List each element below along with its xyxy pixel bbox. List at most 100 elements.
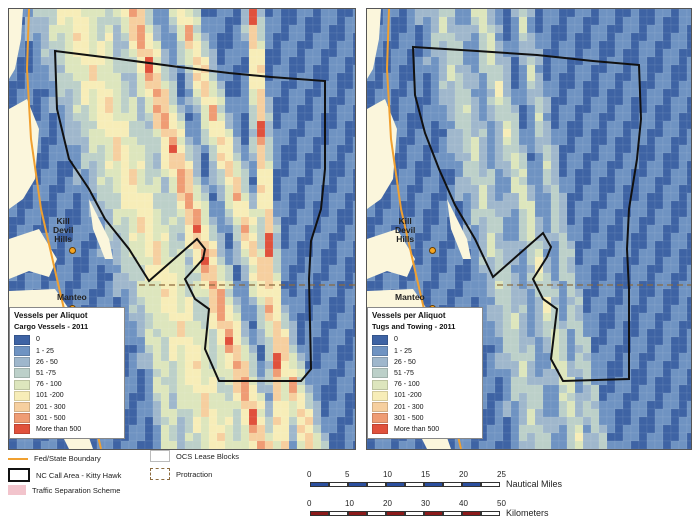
grid-cell [438, 64, 448, 74]
grid-cell [128, 144, 138, 154]
grid-cell [678, 360, 688, 370]
grid-cell [184, 136, 194, 146]
grid-cell [144, 256, 154, 266]
grid-cell [352, 160, 355, 170]
map-panel-tugs[interactable]: Kill Devil Hills Manteo Vessels per Aliq… [366, 8, 692, 450]
grid-cell [590, 232, 600, 242]
legend-label: 1 - 25 [394, 347, 412, 355]
grid-cell [288, 104, 298, 114]
grid-cell [128, 416, 138, 426]
grid-cell [224, 9, 234, 18]
grid-cell [550, 440, 560, 449]
grid-cell [216, 200, 226, 210]
grid-cell [328, 64, 338, 74]
grid-cell [160, 248, 170, 258]
grid-cell [144, 264, 154, 274]
grid-cell [638, 168, 648, 178]
grid-cell [478, 264, 488, 274]
grid-cell [654, 272, 664, 282]
grid-cell [136, 88, 146, 98]
grid-cell [24, 192, 34, 202]
grid-cell [678, 88, 688, 98]
grid-cell [192, 368, 202, 378]
grid-cell [120, 160, 130, 170]
grid-cell [654, 160, 664, 170]
grid-cell [654, 352, 664, 362]
grid-cell [670, 376, 680, 386]
grid-cell [646, 240, 656, 250]
scale-segment [329, 511, 348, 516]
grid-cell [526, 152, 536, 162]
grid-cell [224, 384, 234, 394]
grid-cell [216, 368, 226, 378]
grid-cell [208, 112, 218, 122]
legend-row: 76 - 100 [14, 379, 120, 390]
grid-cell [104, 96, 114, 106]
grid-cell [518, 9, 528, 18]
grid-cell [606, 48, 616, 58]
grid-cell [224, 368, 234, 378]
grid-cell [128, 24, 138, 34]
grid-cell [678, 200, 688, 210]
grid-cell [168, 328, 178, 338]
grid-cell [104, 208, 114, 218]
grid-cell [56, 40, 66, 50]
grid-cell [208, 248, 218, 258]
grid-cell [248, 9, 258, 18]
grid-cell [344, 424, 354, 434]
grid-cell [152, 296, 162, 306]
grid-cell [296, 192, 306, 202]
grid-cell [216, 80, 226, 90]
grid-cell [566, 168, 576, 178]
grid-cell [336, 264, 346, 274]
grid-cell [566, 256, 576, 266]
grid-cell [232, 408, 242, 418]
grid-cell [248, 336, 258, 346]
grid-cell [224, 104, 234, 114]
grid-cell [120, 120, 130, 130]
grid-cell [320, 240, 330, 250]
grid-cell [566, 96, 576, 106]
grid-cell [438, 80, 448, 90]
grid-cell [344, 176, 354, 186]
grid-cell [438, 288, 448, 298]
grid-cell [430, 264, 440, 274]
grid-cell [200, 384, 210, 394]
grid-cell [678, 384, 688, 394]
grid-cell [328, 176, 338, 186]
grid-cell [280, 240, 290, 250]
grid-cell [128, 432, 138, 442]
grid-cell [646, 376, 656, 386]
grid-cell [502, 9, 512, 18]
grid-cell [526, 440, 536, 449]
grid-cell [192, 376, 202, 386]
grid-cell [430, 272, 440, 282]
grid-cell [184, 144, 194, 154]
grid-cell [208, 168, 218, 178]
grid-cell [144, 400, 154, 410]
grid-cell [288, 40, 298, 50]
grid-cell [192, 176, 202, 186]
grid-cell [614, 240, 624, 250]
grid-cell [160, 136, 170, 146]
map-panel-cargo[interactable]: Kill Devil Hills Manteo Vessels per Aliq… [8, 8, 356, 450]
grid-cell [336, 152, 346, 162]
grid-cell [518, 264, 528, 274]
grid-cell [630, 256, 640, 266]
grid-cell [558, 400, 568, 410]
grid-cell [312, 176, 322, 186]
grid-cell [272, 80, 282, 90]
grid-cell [678, 152, 688, 162]
grid-cell [518, 368, 528, 378]
grid-cell [590, 416, 600, 426]
grid-cell [406, 168, 416, 178]
grid-cell [144, 184, 154, 194]
grid-cell [502, 152, 512, 162]
grid-cell [128, 336, 138, 346]
grid-cell [550, 288, 560, 298]
grid-cell [430, 72, 440, 82]
grid-cell [64, 128, 74, 138]
grid-cell [582, 384, 592, 394]
grid-cell [312, 168, 322, 178]
grid-cell [288, 96, 298, 106]
